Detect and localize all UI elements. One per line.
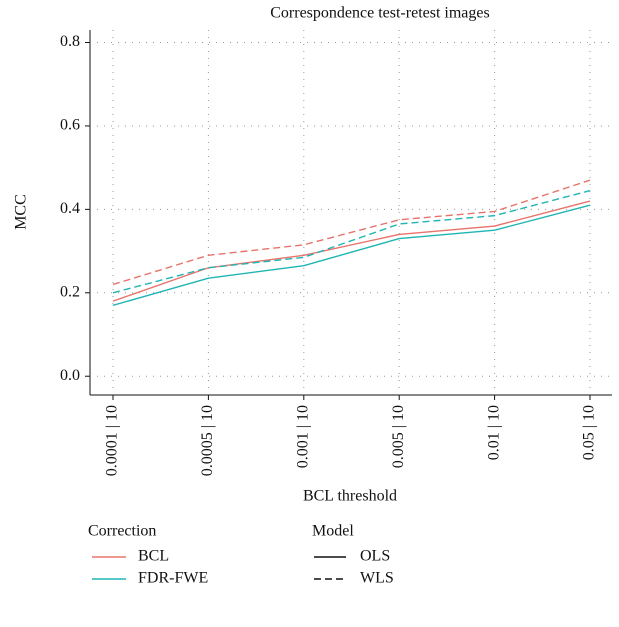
line-series [112,179,591,286]
x-tick-label: 0.0001 | 10 [104,405,121,476]
x-axis-label: BCL threshold [303,488,397,505]
y-tick-label: 0.6 [60,117,80,134]
line-series [112,189,591,294]
x-tick-label: 0.001 | 10 [294,405,311,468]
legend-title: Correction [88,523,156,540]
chart-title: Correspondence test-retest images [270,5,489,22]
y-tick-label: 0.2 [60,283,80,300]
y-tick-label: 0.4 [60,200,80,217]
x-tick-label: 0.05 | 10 [581,405,598,460]
x-tick-label: 0.005 | 10 [390,405,407,468]
x-tick-label: 0.01 | 10 [485,405,502,460]
y-tick-label: 0.8 [60,33,80,50]
line-series [112,200,591,302]
y-axis-label: MCC [13,194,30,230]
legend-label: BCL [138,548,169,565]
line-series [112,204,591,306]
legend-label: WLS [360,570,394,587]
legend-label: OLS [360,548,390,565]
y-tick-label: 0.0 [60,367,80,384]
legend-label: FDR-FWE [138,570,208,587]
x-tick-label: 0.0005 | 10 [199,405,216,476]
legend-title: Model [312,523,354,540]
